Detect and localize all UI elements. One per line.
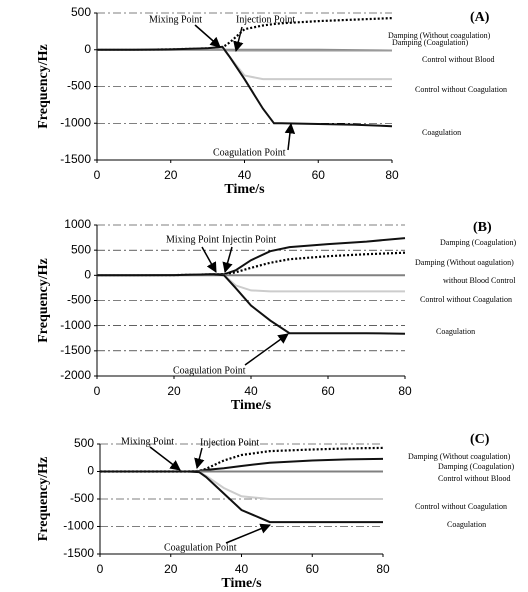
series-label: without Blood Control bbox=[443, 276, 516, 285]
annotation-arrow bbox=[149, 446, 181, 471]
x-tick-label: 20 bbox=[164, 168, 178, 182]
x-tick-label: 80 bbox=[398, 384, 412, 398]
series-line bbox=[97, 273, 406, 335]
series-label: Damping (Without coagulation) bbox=[388, 31, 491, 40]
y-tick-label: 500 bbox=[71, 5, 91, 19]
annotation: Coagulation Point bbox=[164, 542, 237, 553]
x-tick-label: 20 bbox=[167, 384, 181, 398]
series-label: Damping (Coagulation) bbox=[438, 462, 515, 471]
y-tick-label: -1000 bbox=[60, 318, 91, 332]
x-axis-title: Time/s bbox=[231, 398, 272, 413]
series-line bbox=[97, 46, 392, 81]
y-axis-title: Frequency/Hz bbox=[36, 258, 51, 343]
annotation-arrow bbox=[284, 122, 296, 151]
y-axis-title: Frequency/Hz bbox=[36, 457, 51, 542]
series-line bbox=[97, 45, 393, 128]
series-label: Damping (Without coagulation) bbox=[408, 452, 511, 461]
y-tick-label: 500 bbox=[71, 242, 91, 256]
annotation-arrow bbox=[222, 246, 233, 274]
y-tick-label: -1500 bbox=[60, 343, 91, 357]
x-tick-label: 0 bbox=[94, 384, 101, 398]
x-tick-label: 40 bbox=[235, 562, 249, 576]
x-tick-label: 60 bbox=[321, 384, 335, 398]
series-label: Control without Blood bbox=[438, 474, 510, 483]
x-tick-label: 60 bbox=[312, 168, 326, 182]
x-axis-title: Time/s bbox=[221, 576, 262, 591]
y-tick-label: -1000 bbox=[60, 115, 91, 129]
y-tick-label: -1500 bbox=[60, 152, 91, 166]
annotation-arrow bbox=[194, 24, 221, 48]
annotation-arrow bbox=[194, 447, 205, 470]
series-label: Coagulation bbox=[436, 327, 475, 336]
annotation: Mixing Point bbox=[166, 234, 219, 245]
series-line bbox=[97, 251, 406, 277]
series-label: Damping (Without oagulation) bbox=[415, 258, 514, 267]
series-line bbox=[97, 273, 405, 293]
y-tick-label: -500 bbox=[70, 491, 94, 505]
series-label: Control without Coagulation bbox=[415, 85, 507, 94]
series-line bbox=[100, 457, 384, 473]
panel-label: (B) bbox=[473, 220, 492, 235]
series-line bbox=[100, 470, 383, 524]
series-label: Control without Blood bbox=[422, 55, 494, 64]
x-tick-label: 0 bbox=[94, 168, 101, 182]
annotation-arrow bbox=[233, 26, 244, 53]
annotation-arrow bbox=[244, 333, 289, 366]
y-axis-title: Frequency/Hz bbox=[36, 44, 51, 129]
y-tick-label: 0 bbox=[84, 268, 91, 282]
annotation: Coagulation Point bbox=[213, 147, 286, 158]
series-label: Damping (Coagulation) bbox=[440, 238, 517, 247]
y-tick-label: 0 bbox=[87, 464, 94, 478]
annotation-arrow bbox=[201, 246, 217, 273]
y-tick-label: -1500 bbox=[63, 546, 94, 560]
y-tick-label: -2000 bbox=[60, 368, 91, 382]
series-label: Damping (Coagulation) bbox=[392, 38, 469, 47]
x-tick-label: 0 bbox=[97, 562, 104, 576]
x-tick-label: 40 bbox=[244, 384, 258, 398]
y-tick-label: 500 bbox=[74, 436, 94, 450]
y-tick-label: -1000 bbox=[63, 519, 94, 533]
annotation: Coagulation Point bbox=[173, 365, 246, 376]
annotation: Injectin Point bbox=[222, 234, 276, 245]
y-tick-label: 1000 bbox=[64, 217, 91, 231]
x-axis-title: Time/s bbox=[224, 182, 265, 197]
annotation: Injection Point bbox=[200, 437, 259, 448]
panel-label: (C) bbox=[470, 432, 490, 447]
series-label: Coagulation bbox=[447, 520, 486, 529]
annotation-arrow bbox=[225, 523, 271, 544]
series-label: Control without Coagulation bbox=[420, 295, 512, 304]
annotation: Mixing Point bbox=[149, 14, 202, 25]
x-tick-label: 60 bbox=[306, 562, 320, 576]
panel-label: (A) bbox=[470, 10, 490, 25]
x-tick-label: 80 bbox=[385, 168, 399, 182]
series-line bbox=[100, 470, 383, 500]
x-tick-label: 40 bbox=[238, 168, 252, 182]
x-tick-label: 80 bbox=[376, 562, 390, 576]
annotation: Injection Point bbox=[236, 14, 295, 25]
x-tick-label: 20 bbox=[164, 562, 178, 576]
series-label: Control without Coagulation bbox=[415, 502, 507, 511]
y-tick-label: 0 bbox=[84, 42, 91, 56]
y-tick-label: -500 bbox=[67, 79, 91, 93]
series-label: Coagulation bbox=[422, 128, 461, 137]
y-tick-label: -500 bbox=[67, 293, 91, 307]
annotation: Mixing Point bbox=[121, 436, 174, 447]
